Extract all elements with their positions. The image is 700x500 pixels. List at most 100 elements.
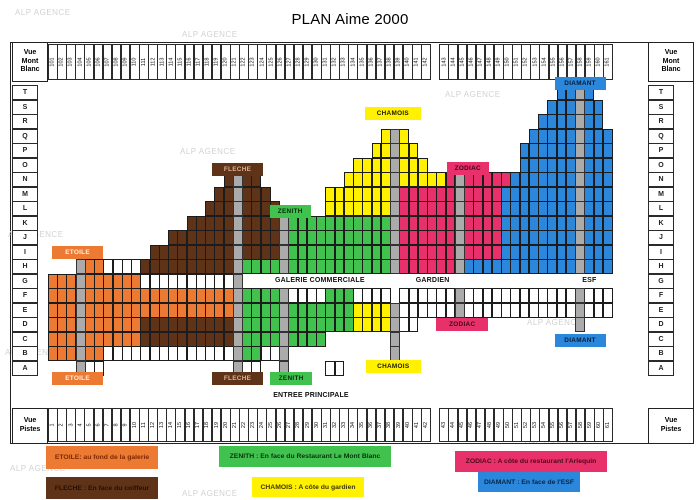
elevator-shaft-cell (75, 302, 86, 318)
floor-letter-right: M (648, 186, 674, 202)
tower-label-diamant: DIAMANT (554, 77, 606, 91)
floor-letter-left: G (12, 273, 38, 289)
elevator-shaft-cell (454, 215, 465, 231)
floor-letter-left: A (12, 360, 38, 376)
elevator-shaft-cell (232, 288, 243, 304)
grid-cell-zenith (316, 331, 326, 347)
elevator-shaft-cell (390, 215, 400, 231)
tower-label-zenith: ZENITH (269, 205, 311, 219)
elevator-shaft-cell (279, 317, 289, 333)
elevator-shaft-cell (279, 331, 289, 347)
grid-cell-white (408, 317, 419, 333)
grid-cell-diamant (602, 215, 613, 231)
elevator-shaft-cell (575, 157, 585, 173)
tower-label-zenith: ZENITH (269, 372, 313, 386)
tower-label-etoile: ETOILE (51, 245, 104, 259)
floor-letter-left: D (12, 317, 38, 332)
floor-letter-right: I (648, 244, 674, 260)
elevator-shaft-cell (575, 230, 585, 246)
elevator-shaft-cell (390, 259, 400, 275)
elevator-shaft-cell (75, 259, 86, 275)
floor-letter-left: N (12, 172, 38, 187)
floor-letter-right: P (648, 143, 674, 158)
floor-letter-left: R (12, 114, 38, 129)
grid-cell-white (380, 288, 391, 304)
elevator-shaft-cell (390, 186, 400, 202)
grid-cell-chamois (399, 128, 410, 144)
grid-cell-diamant (593, 99, 604, 115)
elevator-shaft-cell (279, 244, 289, 260)
unit-number-bottom: 61 (603, 408, 613, 442)
grid-cell-white (602, 302, 613, 318)
grid-cell-white (334, 360, 345, 376)
watermark-text: ALP AGENCE (180, 147, 236, 156)
floor-letter-left: I (12, 244, 38, 260)
grid-cell-chamois (417, 157, 428, 173)
floor-letter-left: P (12, 143, 38, 158)
watermark-text: ALP AGENCE (10, 464, 66, 473)
unit-number-top: 142 (421, 44, 431, 80)
elevator-shaft-cell (232, 230, 243, 246)
tower-label-chamois: CHAMOIS (366, 359, 421, 373)
elevator-shaft-cell (575, 259, 585, 275)
elevator-shaft-cell (75, 331, 86, 347)
elevator-shaft-cell (575, 128, 585, 144)
grid-cell-white (316, 288, 326, 304)
floor-letter-right: Q (648, 128, 674, 144)
vue-pistes-header-right: Vue Pistes (648, 408, 694, 444)
grid-cell-white (131, 259, 142, 275)
grid-cell-diamant (602, 230, 613, 246)
elevator-shaft-cell (390, 317, 400, 333)
legend-fleche: FLECHE : En face du coiffeur (46, 477, 158, 499)
floor-letter-right: C (648, 331, 674, 347)
floor-letter-right: K (648, 215, 674, 231)
legend-zodiac: ZODIAC : A côte du restaurant l'Arlequin (455, 451, 607, 472)
floor-letter-right: S (648, 99, 674, 115)
grid-cell-fleche (260, 186, 271, 202)
elevator-shaft-cell (575, 114, 585, 130)
elevator-shaft-cell (232, 259, 243, 275)
floor-letter-left: T (12, 85, 38, 100)
elevator-shaft-cell (575, 186, 585, 202)
elevator-shaft-cell (279, 288, 289, 304)
elevator-shaft-cell (454, 230, 465, 246)
elevator-shaft-cell (279, 230, 289, 246)
elevator-shaft-cell (454, 288, 465, 304)
vue-mont-blanc-header-right: Vue Mont Blanc (648, 42, 694, 82)
elevator-shaft-cell (390, 302, 400, 318)
grid-cell-diamant (602, 157, 613, 173)
floor-letter-left: K (12, 215, 38, 231)
elevator-shaft-cell (575, 317, 585, 333)
elevator-shaft-cell (390, 157, 400, 173)
legend-chamois: CHAMOIS : A côte du gardien (252, 477, 364, 497)
floor-letter-left: J (12, 230, 38, 245)
tower-label-zodiac: ZODIAC (436, 317, 489, 331)
floor-letter-left: F (12, 288, 38, 303)
elevator-shaft-cell (454, 186, 465, 202)
floor-letter-right: E (648, 302, 674, 318)
vue-mont-blanc-header-left: Vue Mont Blanc (12, 42, 48, 82)
elevator-shaft-cell (454, 302, 465, 318)
elevator-shaft-cell (232, 186, 243, 202)
floor-letter-right: B (648, 346, 674, 361)
elevator-shaft-cell (279, 259, 289, 275)
elevator-shaft-cell (232, 201, 243, 217)
tower-label-zodiac: ZODIAC (446, 161, 490, 175)
watermark-text: ALP AGENCE (527, 318, 583, 327)
elevator-shaft-cell (232, 331, 243, 347)
floor-letter-left: E (12, 302, 38, 318)
elevator-shaft-cell (390, 201, 400, 217)
vue-pistes-header-left: Vue Pistes (12, 408, 48, 444)
floor-letter-left: B (12, 346, 38, 361)
floor-letter-right: N (648, 172, 674, 187)
corridor-text: GARDIEN (415, 277, 450, 285)
elevator-shaft-cell (279, 346, 289, 362)
elevator-shaft-cell (390, 143, 400, 159)
entrance-label: ENTREE PRINCIPALE (273, 392, 349, 399)
elevator-shaft-cell (454, 201, 465, 217)
grid-cell-diamant (602, 201, 613, 217)
elevator-shaft-cell (575, 172, 585, 188)
grid-cell-white (602, 288, 613, 304)
floor-letter-right: O (648, 157, 674, 173)
